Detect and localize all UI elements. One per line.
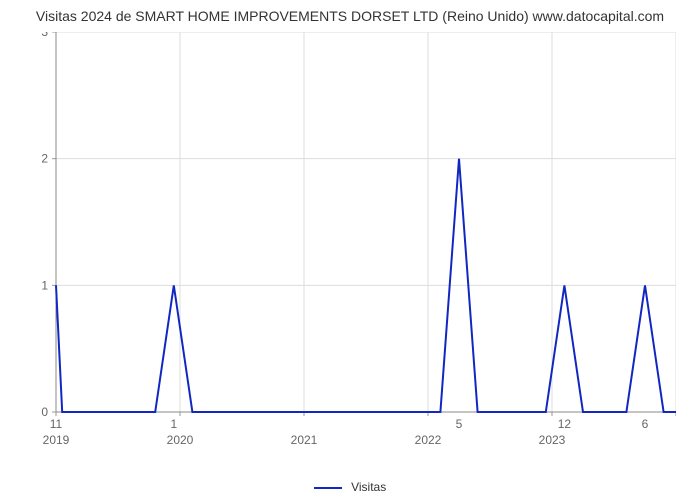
chart-title: Visitas 2024 de SMART HOME IMPROVEMENTS …	[0, 0, 700, 28]
y-tick-label: 1	[41, 278, 48, 292]
x-tick-label: 2021	[291, 433, 318, 447]
chart-legend: Visitas	[0, 480, 700, 494]
legend-swatch	[314, 487, 342, 489]
y-tick-label: 2	[41, 152, 48, 166]
chart-area: 0123201920202021202220231115126	[36, 32, 676, 432]
x-tick-label: 2019	[43, 433, 70, 447]
data-point-annotation: 11	[50, 417, 63, 431]
data-point-annotation: 1	[170, 417, 177, 431]
data-point-annotation: 5	[456, 417, 463, 431]
data-point-annotation: 12	[558, 417, 572, 431]
x-tick-label: 2022	[415, 433, 442, 447]
y-tick-label: 0	[41, 405, 48, 419]
y-tick-label: 3	[41, 32, 48, 39]
legend-label: Visitas	[351, 480, 386, 494]
x-tick-label: 2020	[167, 433, 194, 447]
x-tick-label: 2023	[539, 433, 566, 447]
data-point-annotation: 6	[642, 417, 649, 431]
line-chart-svg: 0123201920202021202220231115126	[36, 32, 676, 452]
